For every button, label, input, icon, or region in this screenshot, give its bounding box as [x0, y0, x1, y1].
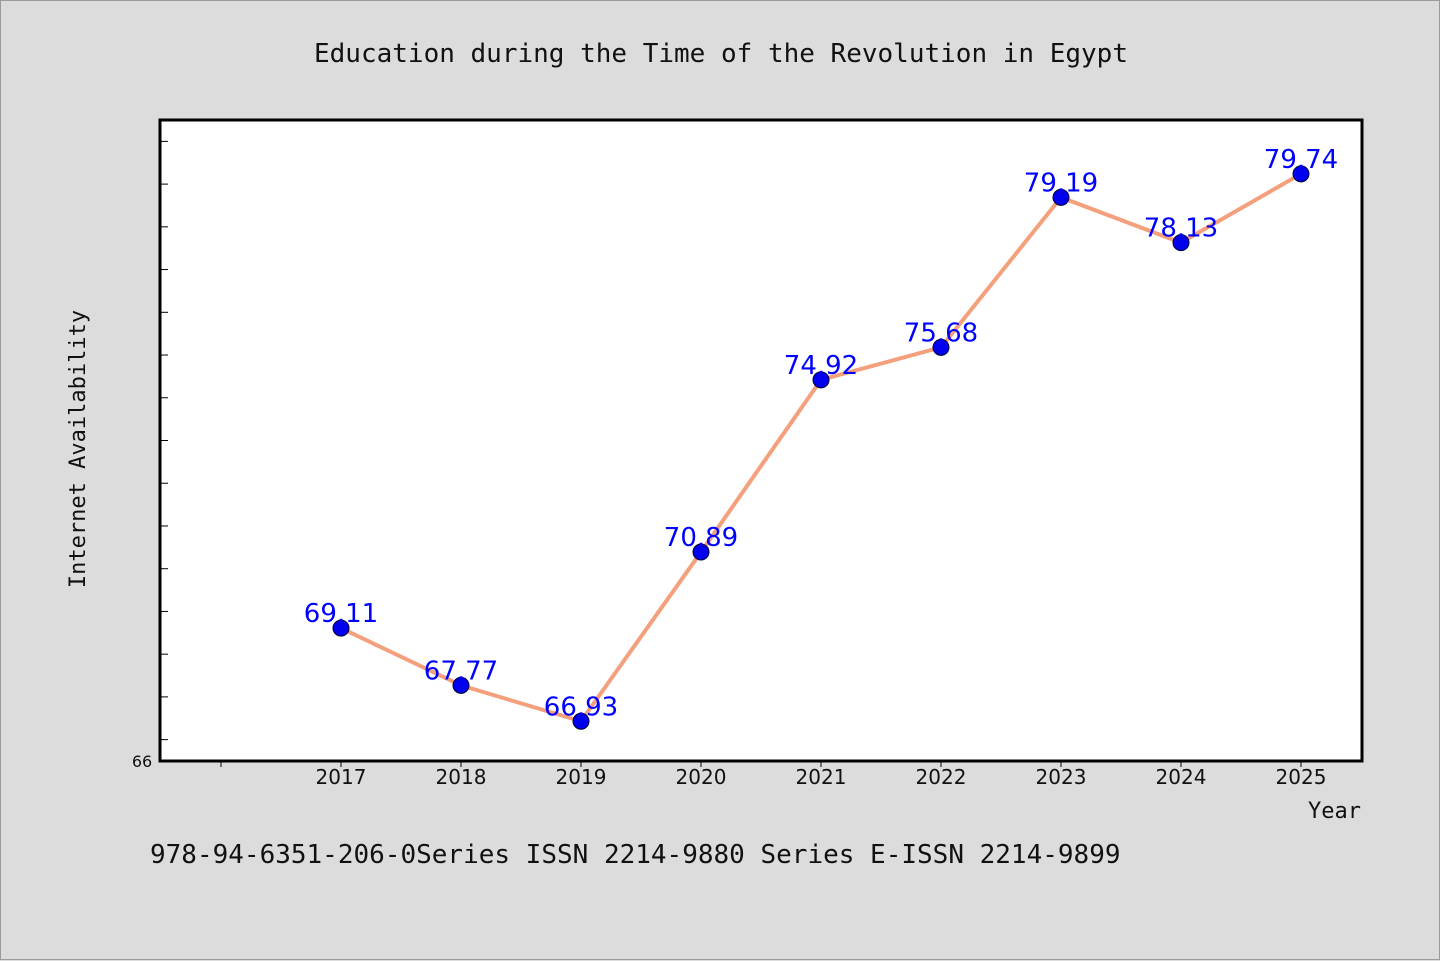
x-tick-label-2018: 2018 [436, 765, 487, 789]
data-label-2019: 66.93 [544, 692, 618, 722]
x-axis-ticks [220, 761, 1302, 767]
data-label-2025: 79.74 [1264, 145, 1338, 175]
x-tick-label-2024: 2024 [1156, 765, 1207, 789]
data-point-2017 [332, 619, 350, 637]
x-tick-labels: 2017 2018 2019 2020 2021 2022 2023 2024 2025 [316, 765, 1327, 789]
x-tick-label-2019: 2019 [556, 765, 607, 789]
x-tick-label-2021: 2021 [796, 765, 847, 789]
data-labels-layer: 69.11 67.77 66.93 70.89 74.92 75.68 79.19 78.13… [304, 145, 1338, 722]
data-point-2025 [1292, 165, 1310, 183]
data-point-2022 [932, 338, 950, 356]
data-label-2022: 75.68 [904, 318, 978, 348]
data-label-2024: 78.13 [1144, 214, 1218, 244]
x-tick-label-2022: 2022 [916, 765, 967, 789]
x-axis-label: Year [1308, 799, 1361, 824]
x-tick-label-2020: 2020 [676, 765, 727, 789]
data-point-2023 [1052, 188, 1070, 206]
data-point-2018 [452, 676, 470, 694]
y-tick-label-min: 66 [132, 752, 152, 771]
data-point-2021 [812, 371, 830, 389]
x-tick-label-2025: 2025 [1276, 765, 1327, 789]
series-markers-layer [332, 165, 1310, 730]
x-tick-label-2017: 2017 [316, 765, 367, 789]
data-point-2024 [1172, 234, 1190, 252]
footer-isbn-text: 978-94-6351-206-0Series ISSN 2214-9880 S… [150, 840, 1121, 870]
data-point-2020 [692, 543, 710, 561]
x-tick-label-2023: 2023 [1036, 765, 1087, 789]
data-label-2021: 74.92 [784, 351, 858, 381]
data-label-2020: 70.89 [664, 523, 738, 553]
data-label-2017: 69.11 [304, 599, 378, 629]
y-axis-label: Internet Availability [66, 310, 91, 588]
data-label-2023: 79.19 [1024, 168, 1098, 198]
data-point-2019 [572, 712, 590, 730]
data-label-2018: 67.77 [424, 656, 498, 686]
chart-title: Education during the Time of the Revolut… [314, 39, 1128, 69]
y-axis-ticks [160, 140, 168, 741]
plot-area [158, 118, 1364, 763]
